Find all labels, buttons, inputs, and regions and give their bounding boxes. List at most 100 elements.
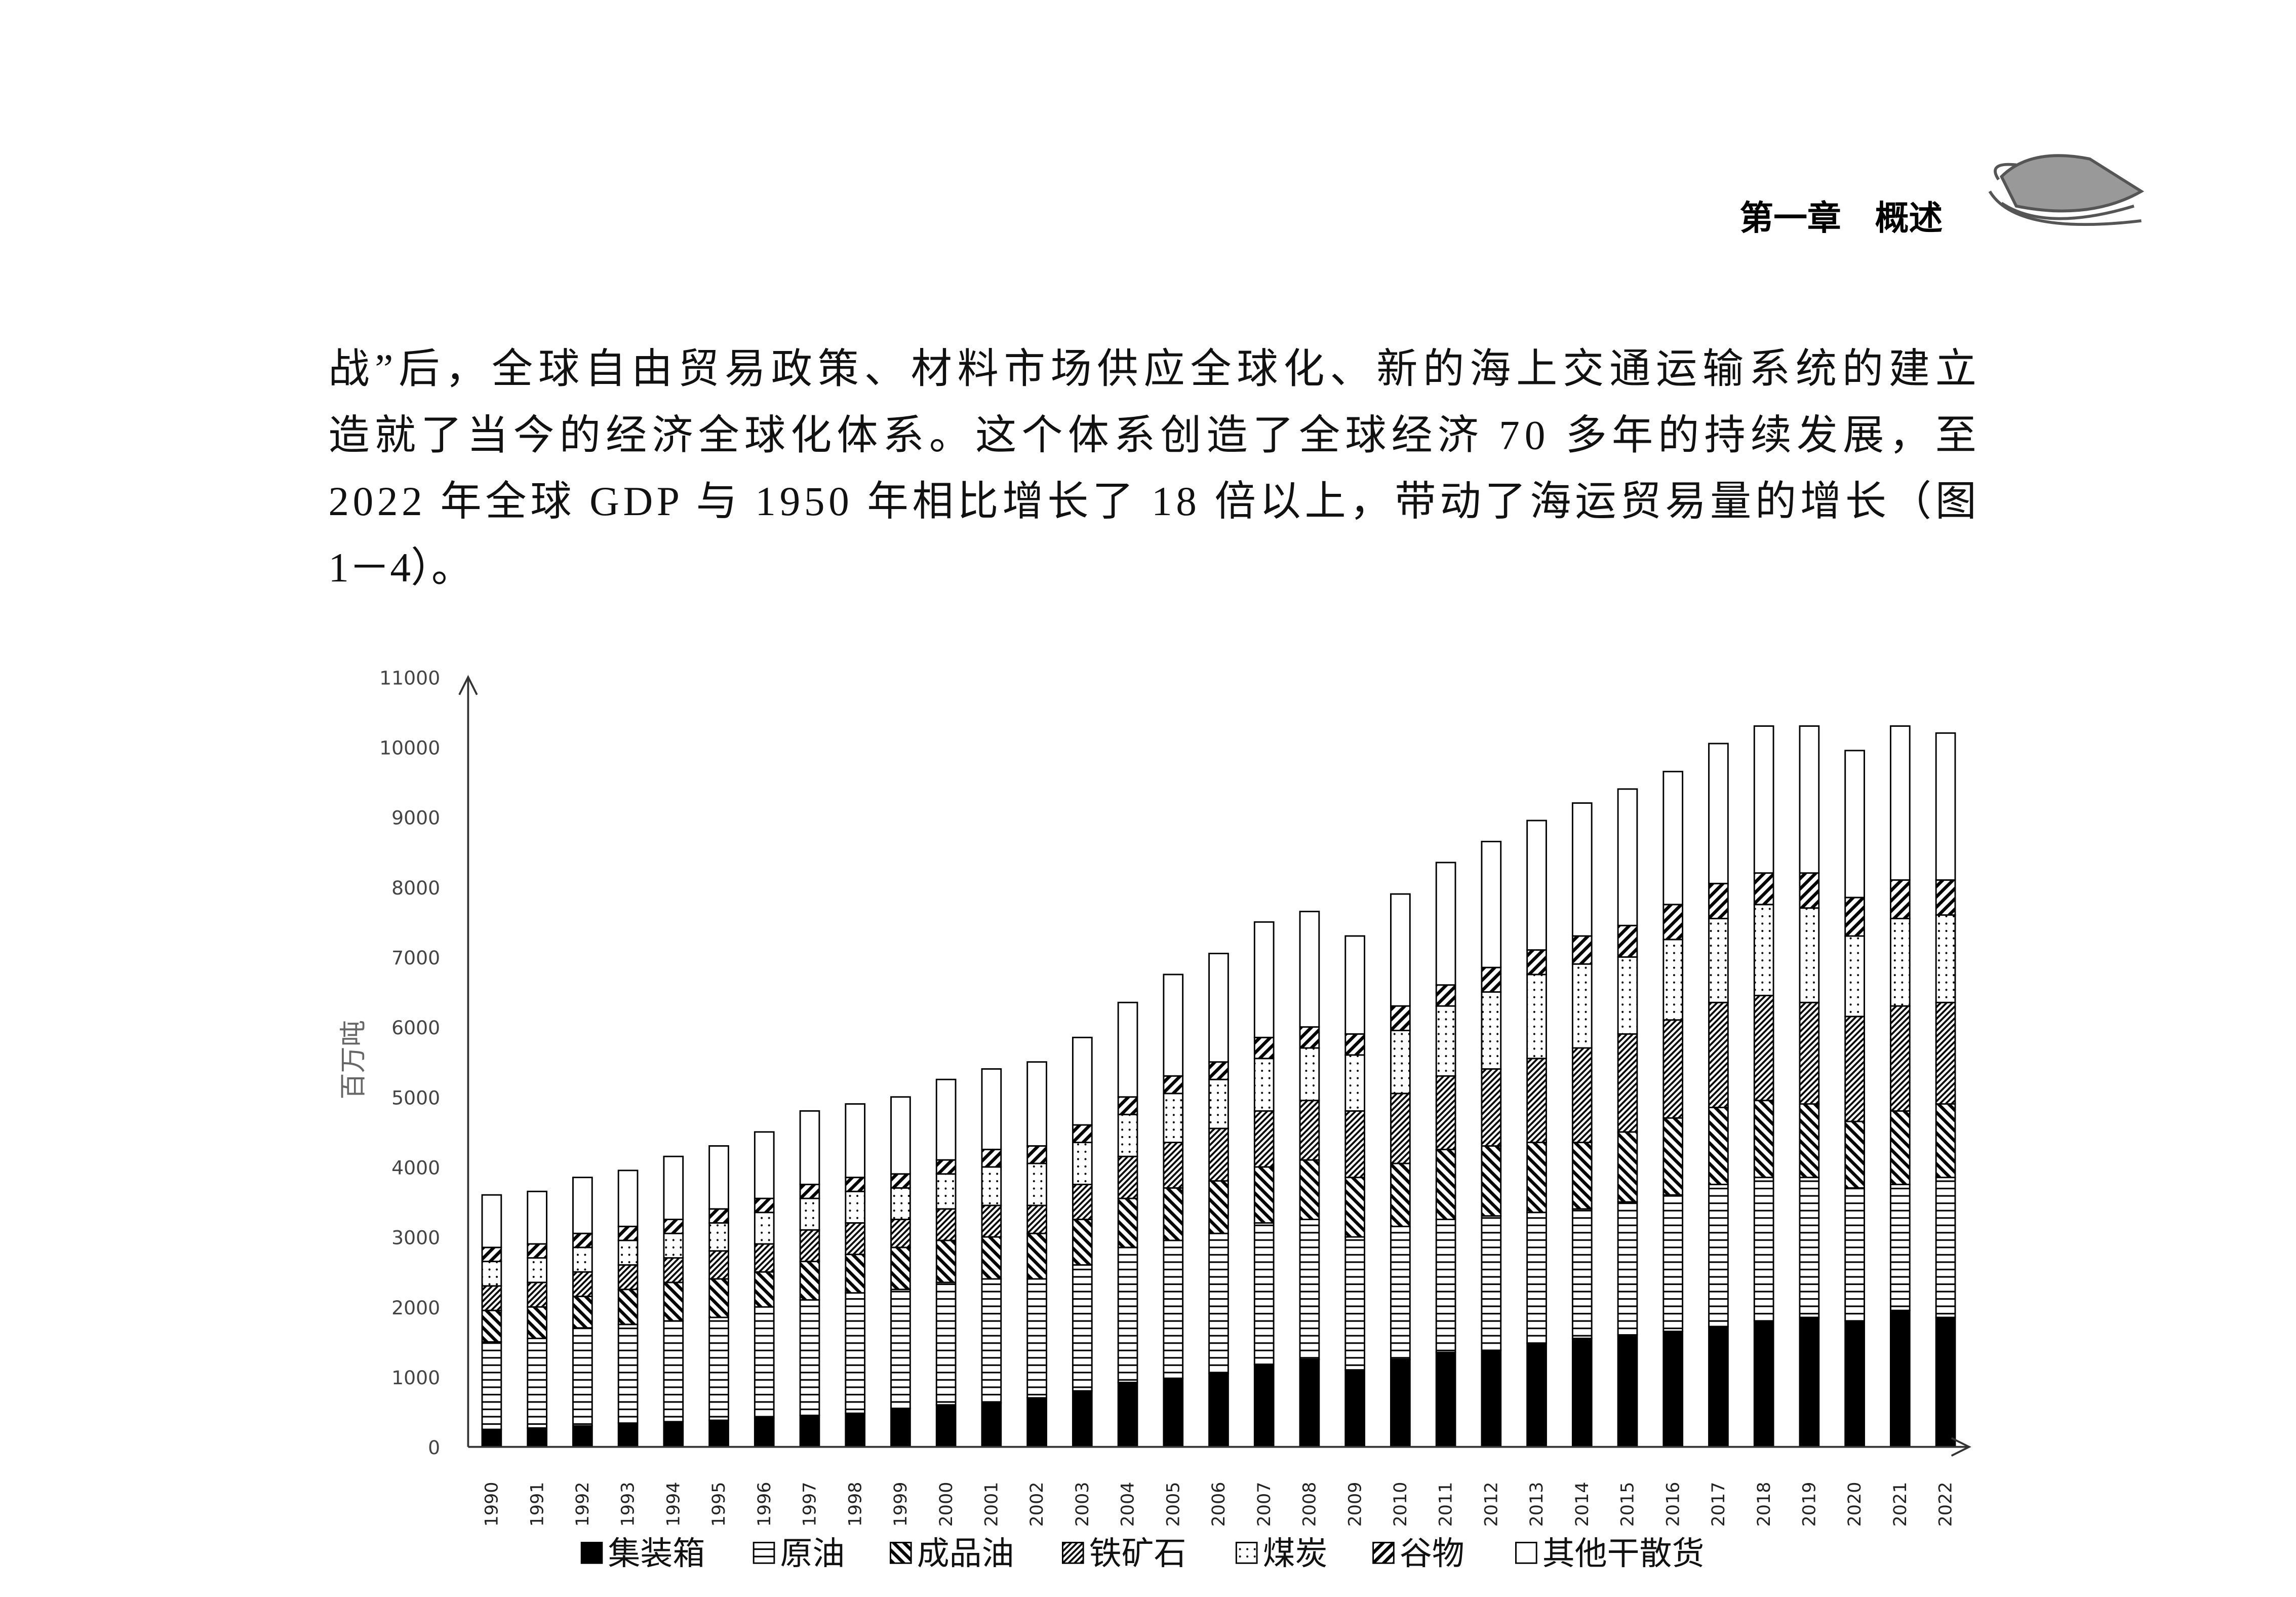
bar-segment [799,1260,820,1301]
bar-segment [481,1428,502,1448]
bar-segment [1844,935,1865,1018]
bar-segment [1617,956,1638,1035]
bar-segment [981,1278,1002,1404]
bar-segment [1299,1100,1320,1161]
x-tick-label: 2019 [1800,1482,1820,1527]
bar-segment [572,1296,593,1329]
legend-swatch [1372,1542,1395,1564]
bar-segment [1253,1364,1275,1448]
bar-segment [754,1417,775,1448]
bar-segment [845,1190,866,1224]
x-tick-label: 2001 [981,1482,1002,1527]
bar-segment [527,1337,547,1429]
bar-segment [1390,1225,1411,1360]
bar-segment [1662,1331,1684,1448]
bar-segment [890,1187,911,1221]
x-tick-label: 1993 [618,1482,639,1527]
bar-segment [572,1177,593,1234]
bar-segment [663,1281,684,1322]
x-tick-label: 2003 [1073,1482,1093,1527]
bar-segment [1344,935,1365,1035]
x-tick-label: 2022 [1936,1482,1956,1527]
bar-segment [481,1341,502,1430]
bar-segment [1935,1177,1956,1318]
x-axis-arrow [1951,1437,1971,1457]
bar-segment [935,1159,957,1175]
bar-segment [845,1177,866,1192]
bar-segment [1208,1232,1229,1374]
bar-segment [1935,732,1956,881]
bar-segment [663,1320,684,1423]
x-tick-label: 2012 [1481,1482,1501,1527]
bar-segment [1390,1162,1411,1227]
bar-segment [1799,725,1820,874]
bar-segment [1163,1142,1184,1189]
bar-segment [1390,1005,1411,1031]
bar-segment [1799,1177,1820,1318]
bar-segment [754,1212,775,1245]
bar-segment [617,1422,639,1448]
bar-segment [572,1271,593,1297]
x-tick-label: 2015 [1618,1482,1638,1527]
bar-segment [981,1236,1002,1280]
bar-segment [1072,1142,1093,1185]
bar-segment [1253,1058,1275,1112]
bar-segment [617,1289,639,1326]
x-tick-label: 1994 [663,1482,684,1527]
bar-segment [890,1408,911,1448]
bar-segment [1935,914,1956,1003]
bar-segment [1889,879,1911,919]
bar-segment [1481,991,1502,1070]
bar-segment [890,1289,911,1410]
bar-segment [1889,725,1911,881]
bar-segment [1662,939,1684,1021]
x-tick-label: 2021 [1890,1482,1911,1527]
header-logo [1988,154,2145,226]
bar-segment [527,1243,547,1259]
bar-segment [1571,1337,1593,1448]
bar-segment [1526,1058,1547,1144]
legend-label: 煤炭 [1263,1536,1328,1572]
bar-segment [1708,882,1729,919]
bar-segment [754,1243,775,1273]
x-tick-label: 1999 [891,1482,911,1527]
y-tick-label: 10000 [379,736,440,759]
bar-segment [527,1427,547,1448]
x-tick-label: 2013 [1527,1482,1547,1527]
bar-segment [981,1166,1002,1206]
x-tick-label: 1990 [482,1482,502,1527]
bar-segment [1435,1351,1456,1448]
bar-segment [1208,1078,1229,1129]
y-tick-label: 5000 [391,1086,440,1109]
bar-segment [1435,1219,1456,1353]
bar-segment [799,1299,820,1416]
x-tick-label: 2018 [1754,1482,1774,1527]
x-tick-label: 2000 [936,1482,957,1527]
bar-segment [845,1103,866,1179]
bar-segment [1344,1033,1365,1056]
bar-segment [1435,984,1456,1007]
y-axis-label: 百万吨 [339,1020,368,1100]
bar-segment [1163,1075,1184,1095]
x-tick-label: 2002 [1027,1482,1047,1527]
bar-segment [1889,1184,1911,1311]
bar-segment [1026,1145,1047,1164]
bar-segment [1072,1264,1093,1392]
bar-segment [1163,973,1184,1077]
bar-segment [527,1281,547,1308]
paragraph-line: 造就了当今的经济全球化体系。这个体系创造了全球经济 70 多年的持续发展，至 [328,412,1976,458]
bar-segment [1072,1184,1093,1221]
bar-segment [799,1229,820,1262]
bar-segment [527,1190,547,1245]
legend-label: 其他干散货 [1542,1536,1705,1572]
y-tick-label: 4000 [391,1156,440,1179]
bar-segment [617,1239,639,1266]
bar-segment [981,1148,1002,1168]
y-tick-label: 1000 [391,1367,440,1389]
bar-segment [1163,1093,1184,1144]
bar-segment [845,1222,866,1256]
bar-segment [981,1402,1002,1448]
x-tick-label: 2004 [1118,1482,1138,1527]
bar-segment [708,1316,729,1421]
